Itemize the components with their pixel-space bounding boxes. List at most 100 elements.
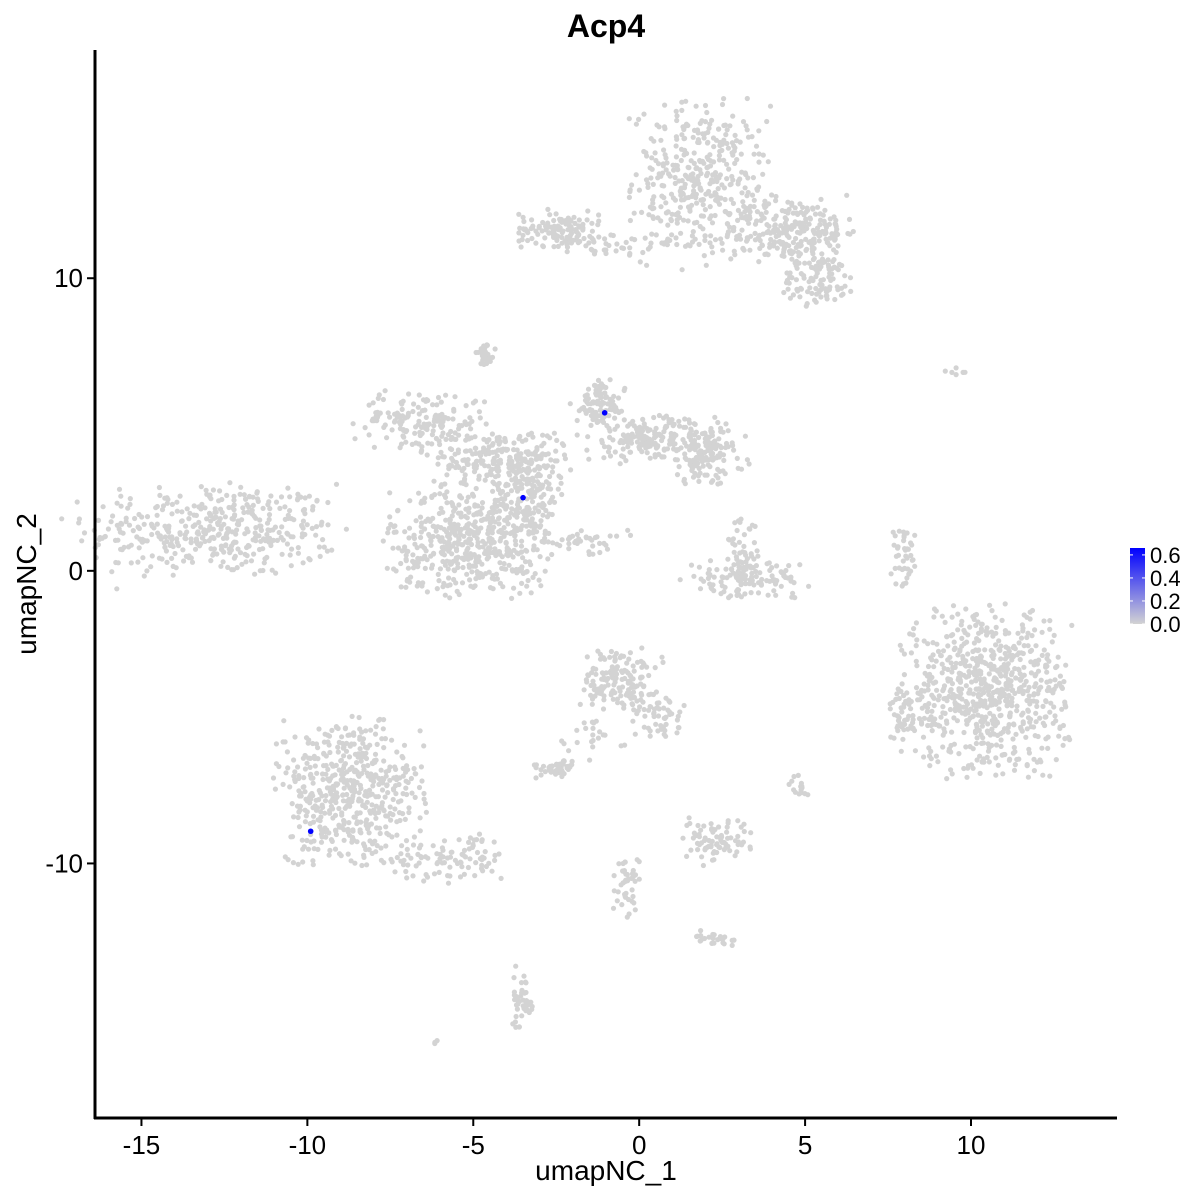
cell-point (722, 934, 728, 940)
cell-point (755, 553, 761, 559)
cell-point (1002, 650, 1008, 657)
cell-point (178, 518, 185, 524)
cell-point (230, 516, 236, 522)
cell-point (612, 449, 618, 455)
cell-point (443, 517, 449, 523)
cell-point (240, 505, 246, 511)
cell-point (192, 546, 199, 552)
cell-point (519, 237, 525, 243)
cell-point (479, 561, 485, 567)
cell-point (425, 516, 431, 522)
cell-point (308, 839, 314, 845)
cell-point (219, 496, 225, 503)
cell-point (452, 394, 458, 400)
cell-point (662, 425, 668, 431)
cell-point (212, 509, 218, 515)
cell-point (447, 864, 453, 870)
cell-point (306, 556, 312, 562)
cell-point (747, 247, 753, 253)
cell-point (890, 529, 896, 535)
cell-point (918, 719, 925, 726)
cell-point (157, 492, 163, 498)
cell-point (807, 285, 813, 291)
cell-point (354, 811, 360, 817)
cell-point (1037, 757, 1043, 763)
cell-point (627, 449, 633, 455)
cell-point (76, 516, 82, 522)
cell-point (640, 660, 646, 666)
cell-point (299, 837, 305, 843)
cell-point (412, 771, 418, 777)
cell-point (939, 613, 945, 619)
cell-point (1008, 682, 1014, 689)
cell-point (760, 171, 766, 177)
cell-point (958, 691, 964, 697)
cell-point (705, 438, 711, 444)
cell-point (651, 414, 657, 421)
cell-point (710, 931, 716, 938)
cell-point (522, 979, 529, 985)
cell-point (489, 431, 495, 437)
cell-point (1060, 722, 1066, 729)
cell-point (796, 791, 802, 797)
cell-point (350, 793, 356, 799)
cell-point (392, 869, 398, 875)
cell-point (631, 900, 637, 906)
cell-point (917, 697, 923, 703)
cell-point (328, 799, 334, 805)
cell-point (736, 539, 743, 545)
cell-point (998, 689, 1004, 695)
cell-point (391, 529, 397, 535)
cell-point (751, 197, 757, 203)
cell-point (509, 595, 515, 602)
cell-point (665, 209, 671, 215)
cell-point (486, 554, 492, 560)
cell-point (190, 523, 196, 530)
cell-point (647, 427, 653, 433)
cell-point (708, 428, 714, 434)
cell-point (198, 484, 204, 490)
cell-point (974, 735, 980, 741)
cell-point (688, 428, 694, 434)
cell-point (453, 525, 459, 531)
cell-point (955, 627, 961, 633)
cell-point (376, 717, 382, 723)
cell-point (959, 696, 965, 702)
cell-point (141, 573, 147, 579)
cell-point (250, 502, 256, 508)
cell-point (945, 643, 951, 649)
cell-point (542, 531, 548, 537)
cell-point (760, 152, 766, 158)
cell-point (395, 545, 401, 551)
cell-point (1021, 643, 1027, 649)
cell-point (376, 809, 382, 816)
cell-point (949, 669, 955, 675)
cell-point (585, 434, 591, 440)
cell-point (442, 592, 448, 598)
cell-point (924, 709, 931, 715)
cell-point (626, 116, 632, 122)
cell-point (513, 963, 519, 969)
cell-point (410, 552, 416, 558)
cell-point (590, 725, 596, 732)
cell-point (660, 163, 666, 169)
cell-point (592, 534, 599, 541)
cell-point (816, 266, 823, 272)
cell-point (319, 793, 325, 799)
cell-point (330, 773, 336, 779)
cell-point (202, 538, 208, 545)
cell-point (572, 220, 578, 226)
cell-point (673, 448, 680, 454)
cell-point (607, 453, 614, 459)
cell-point (673, 143, 679, 149)
cell-point (712, 212, 718, 219)
cell-point (393, 791, 399, 797)
cell-point (682, 451, 688, 457)
cell-point (169, 501, 175, 507)
cell-point (798, 271, 804, 277)
cell-point (246, 543, 252, 549)
cell-point (538, 494, 544, 500)
cell-point (715, 198, 721, 204)
cell-point (1002, 751, 1008, 758)
cell-point (614, 533, 620, 539)
